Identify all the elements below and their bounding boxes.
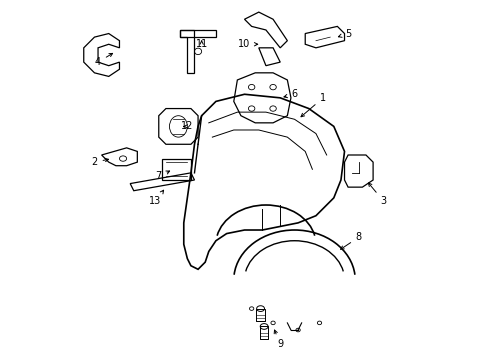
Text: 1: 1 <box>301 93 325 117</box>
Text: 12: 12 <box>181 121 193 131</box>
Text: 7: 7 <box>155 171 169 181</box>
Text: 11: 11 <box>195 39 207 49</box>
Text: 9: 9 <box>274 330 283 349</box>
Text: 13: 13 <box>149 190 163 206</box>
Text: 4: 4 <box>95 53 112 67</box>
Text: 6: 6 <box>284 89 297 99</box>
Text: 5: 5 <box>338 28 350 39</box>
Text: 10: 10 <box>238 39 257 49</box>
Text: 2: 2 <box>91 157 108 167</box>
Text: 8: 8 <box>340 232 361 249</box>
Text: 3: 3 <box>367 183 386 206</box>
